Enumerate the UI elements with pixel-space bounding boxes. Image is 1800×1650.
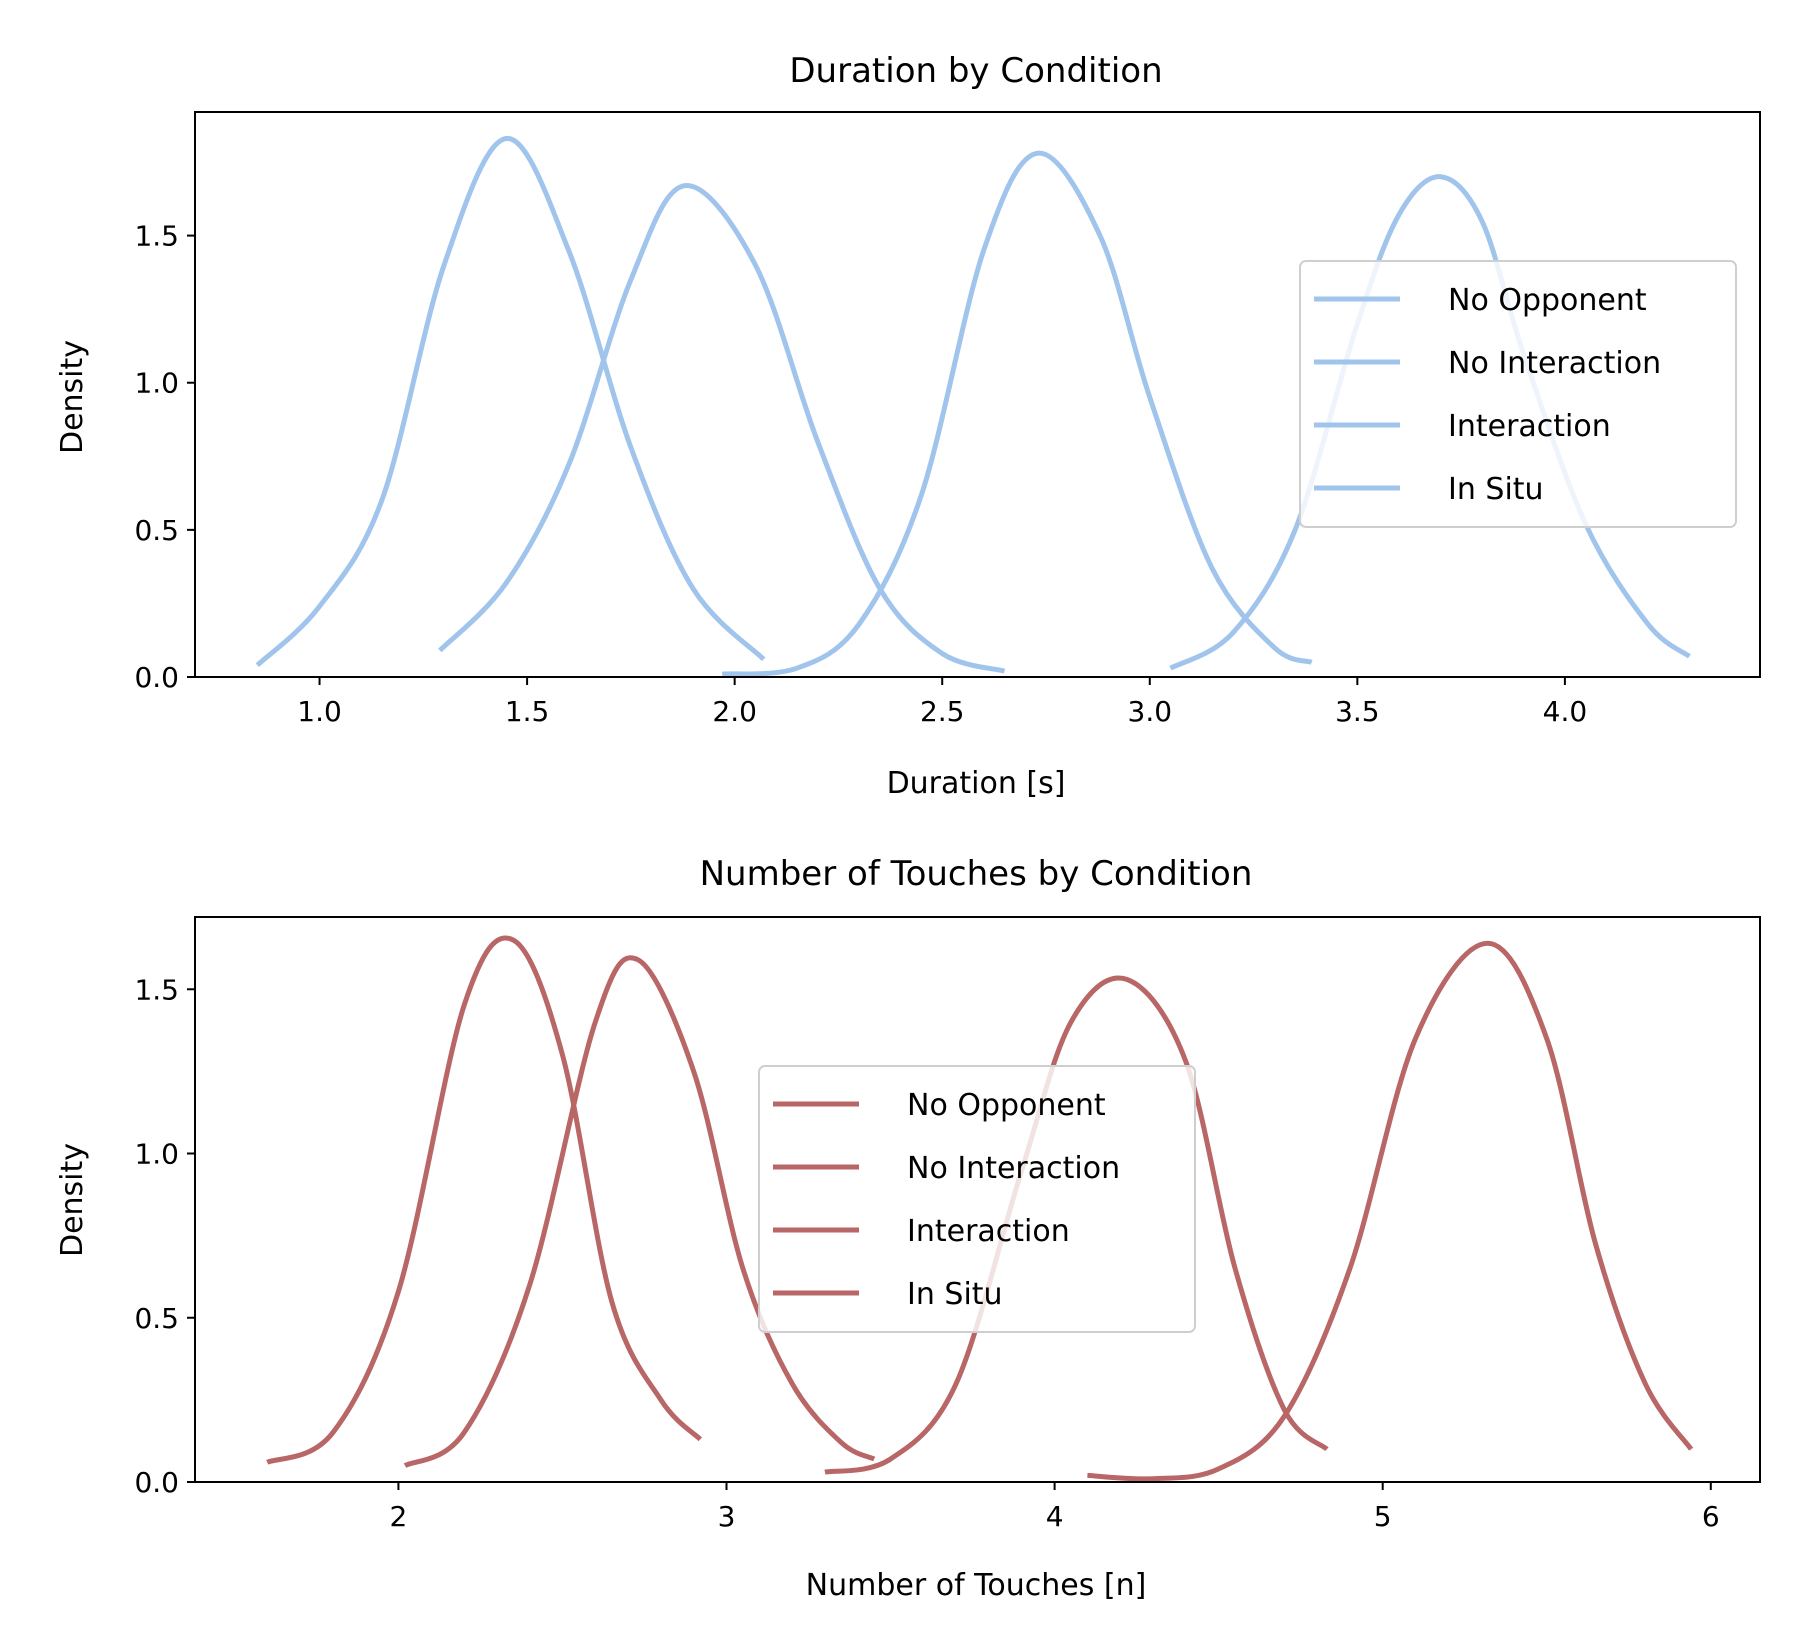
legend-box [1299,260,1737,528]
y-tick-label: 1.0 [134,367,179,400]
y-tick-label: 1.5 [134,973,179,1006]
y-tick-label: 0.0 [134,1466,179,1499]
legend-label: No Opponent [907,1088,1106,1123]
x-tick-label: 3 [718,1500,736,1533]
legend-label: In Situ [907,1277,1003,1312]
series-line-no-interaction [438,183,1006,674]
legend-box [758,1065,1196,1333]
y-axis-label: Density [55,1143,90,1257]
y-tick-label: 1.0 [134,1138,179,1171]
x-tick-label: 3.0 [1128,695,1173,728]
chart-title: Duration by Condition [789,51,1162,91]
plot-area: 1.0 1.5 2.0 2.5 3.0 3.5 4.0 0.0 0.5 1.0 1.5 No Oppo… [134,111,1761,728]
legend-label: No Interaction [1448,346,1661,381]
chart-title: Number of Touches by Condition [700,854,1253,894]
legend-label: No Interaction [907,1151,1120,1186]
x-tick-label: 4 [1046,1500,1064,1533]
y-tick-label: 0.5 [134,1302,179,1335]
x-axis-label: Duration [s] [887,766,1066,801]
legend-label: Interaction [907,1214,1070,1249]
series-line-no-opponent [255,136,766,668]
x-axis-label: Number of Touches [n] [806,1568,1147,1603]
legend: No Opponent No Interaction Interaction In S… [758,1065,1196,1333]
x-tick-label: 3.5 [1335,695,1380,728]
axes-frame [194,111,1761,678]
legend-label: Interaction [1448,409,1611,444]
x-tick-label: 2 [390,1500,408,1533]
axes-frame [194,916,1761,1483]
x-tick-label: 2.0 [712,695,757,728]
series-line-no-interaction [403,955,876,1468]
y-tick-label: 0.0 [134,661,179,694]
x-tick-label: 1.0 [297,695,342,728]
series-line-in-situ [1087,940,1694,1482]
series-line-in-situ [1169,174,1691,671]
x-tick-label: 1.5 [505,695,550,728]
y-tick-label: 0.5 [134,514,179,547]
legend-label: No Opponent [1448,283,1647,318]
y-tick-label: 1.5 [134,220,179,253]
series-line-no-opponent [266,935,703,1465]
legend-label: In Situ [1448,472,1544,507]
x-tick-label: 2.5 [920,695,965,728]
series-line-interaction [722,150,1313,677]
duration-panel: Duration by Condition Duration [s] Densi… [55,51,1761,801]
legend: No Opponent No Interaction Interaction In S… [1299,260,1737,528]
plot-area: 2 3 4 5 6 0.0 0.5 1.0 1.5 No Opponent No Interacti… [134,916,1761,1533]
x-tick-label: 6 [1702,1500,1720,1533]
series-line-interaction [824,975,1329,1475]
touches-panel: Number of Touches by Condition Number of… [55,854,1761,1603]
x-tick-label: 5 [1374,1500,1392,1533]
y-axis-label: Density [55,340,90,454]
x-tick-label: 4.0 [1543,695,1588,728]
